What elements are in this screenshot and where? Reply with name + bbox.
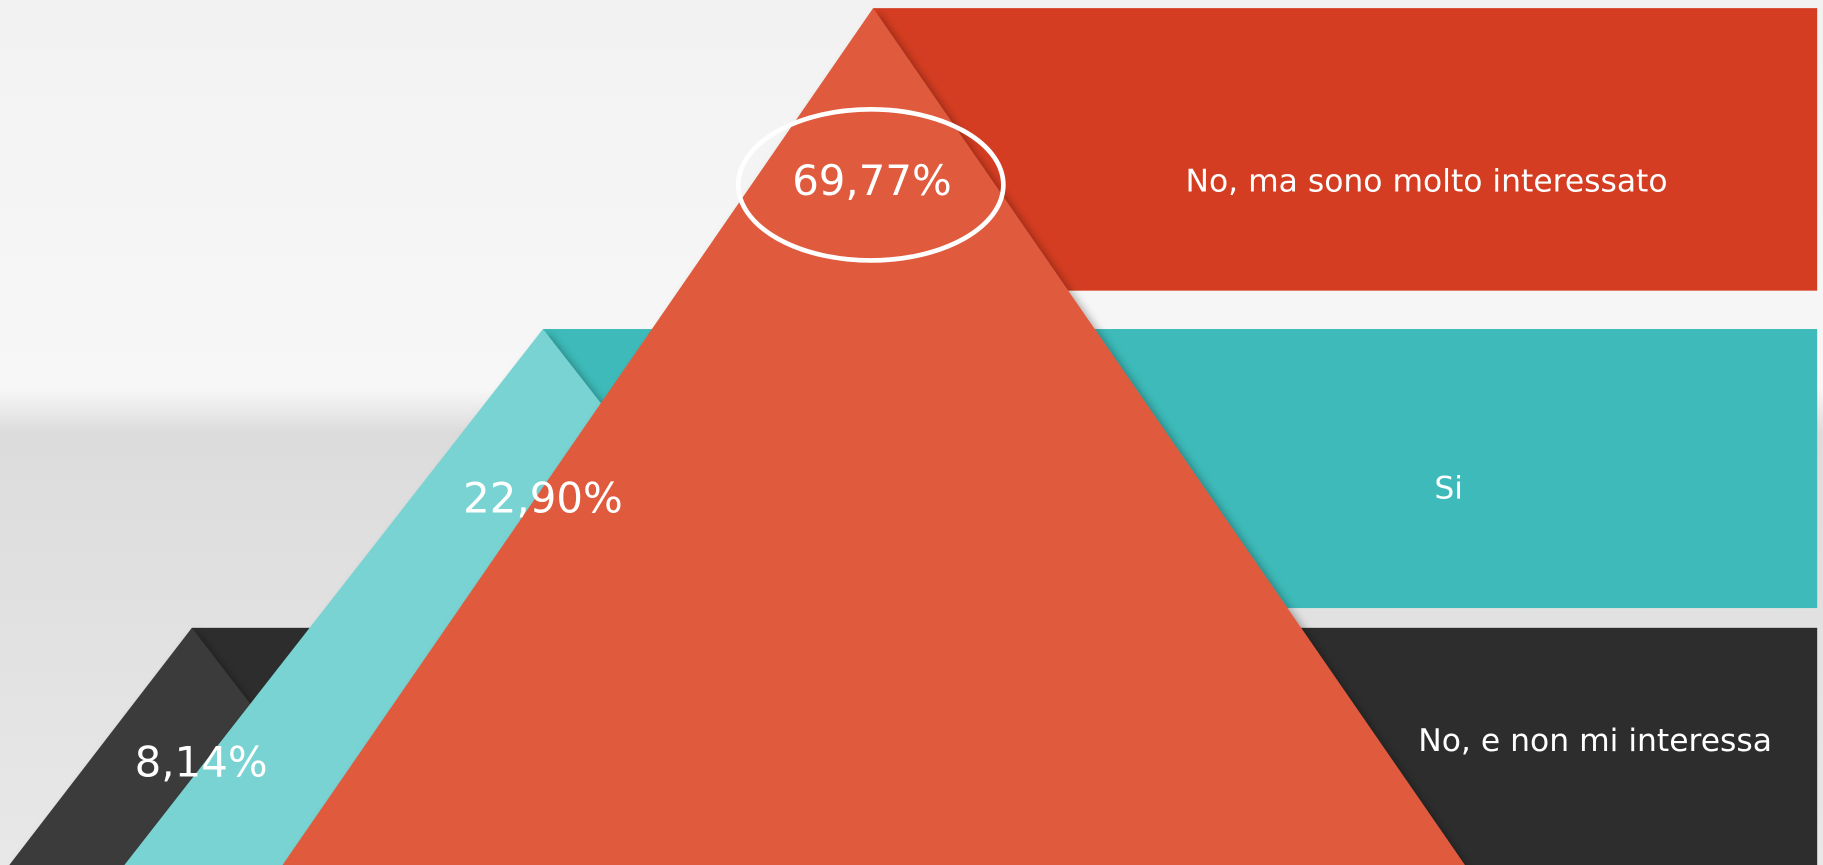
percent: 8,14%: [135, 738, 268, 787]
page: {"items": [ {"percent": "69,77%", "label…: [0, 0, 1823, 865]
label: No, e non mi interessa: [1418, 723, 1772, 759]
percent: 69,77%: [792, 156, 952, 205]
percent: 22,90%: [463, 474, 623, 523]
label: No, ma sono molto interessato: [1186, 164, 1668, 200]
label: Si: [1434, 470, 1463, 506]
infographic: 69,77% 22,90% 8,14% No, ma sono molto in…: [0, 0, 1823, 865]
